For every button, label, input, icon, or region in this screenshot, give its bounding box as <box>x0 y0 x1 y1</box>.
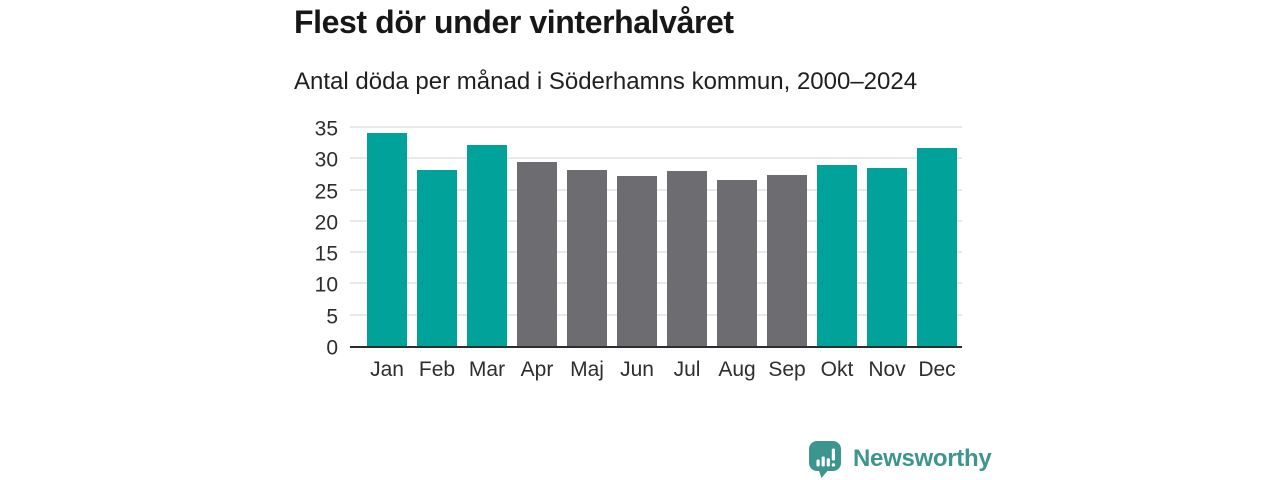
bar-apr <box>517 162 557 346</box>
bar-slot-maj <box>562 129 612 346</box>
bar-okt <box>817 165 857 346</box>
y-tick-label-15: 15 <box>314 242 338 266</box>
x-axis: Jan Feb Mar Apr Maj Jun Jul Aug Sep Okt Nov Dec <box>350 357 962 382</box>
x-tick-label-dec: Dec <box>918 358 956 381</box>
newsworthy-logo: Newsworthy <box>806 440 992 478</box>
bar-slot-dec <box>912 129 962 346</box>
bar-slot-feb <box>412 129 462 346</box>
x-tick-label-jun: Jun <box>620 358 654 381</box>
gridline-35 <box>350 126 962 128</box>
bar-sep <box>767 174 807 346</box>
x-tick-label-jan: Jan <box>370 358 404 381</box>
y-tick-label-30: 30 <box>314 148 338 172</box>
bar-slot-apr <box>512 129 562 346</box>
bar-maj <box>567 170 607 346</box>
bar-slot-sep <box>762 129 812 346</box>
bar-slot-okt <box>812 129 862 346</box>
y-tick-label-5: 5 <box>326 305 338 329</box>
x-tick-label-apr: Apr <box>520 358 554 381</box>
bars-row <box>362 129 962 346</box>
bar-mar <box>467 145 507 346</box>
x-tick-label-sep: Sep <box>768 358 806 381</box>
y-tick-label-25: 25 <box>314 180 338 204</box>
newsworthy-logo-icon <box>809 441 841 478</box>
x-tick-label-mar: Mar <box>468 358 506 381</box>
y-tick-label-0: 0 <box>326 336 338 360</box>
bar-feb <box>417 169 457 346</box>
plot-area <box>350 126 962 348</box>
bar-aug <box>717 179 757 346</box>
bar-slot-aug <box>712 129 762 346</box>
bar-jan <box>367 132 407 346</box>
bar-jun <box>617 175 657 346</box>
y-tick-label-10: 10 <box>314 273 338 297</box>
bar-slot-jan <box>362 129 412 346</box>
y-tick-label-35: 35 <box>314 117 338 141</box>
bar-slot-jul <box>662 129 712 346</box>
x-tick-label-nov: Nov <box>868 358 906 381</box>
newsworthy-logo-text: Newsworthy <box>853 445 992 472</box>
gridline-30 <box>350 157 962 160</box>
y-tick-label-20: 20 <box>314 211 338 235</box>
bar-slot-nov <box>862 129 912 346</box>
y-axis: 0 5 10 15 20 25 30 35 <box>286 119 338 359</box>
bar-slot-mar <box>462 129 512 346</box>
x-tick-label-okt: Okt <box>820 358 854 381</box>
x-tick-label-aug: Aug <box>718 358 756 381</box>
bar-nov <box>867 167 907 346</box>
chart-title: Flest dör under vinterhalvåret <box>294 4 734 40</box>
chart-subtitle: Antal döda per månad i Söderhamns kommun… <box>294 68 918 95</box>
x-tick-label-feb: Feb <box>418 358 456 381</box>
bar-jul <box>667 171 707 346</box>
x-tick-label-maj: Maj <box>570 358 604 381</box>
bar-slot-jun <box>612 129 662 346</box>
bar-dec <box>917 147 957 346</box>
x-tick-label-jul: Jul <box>673 358 701 381</box>
